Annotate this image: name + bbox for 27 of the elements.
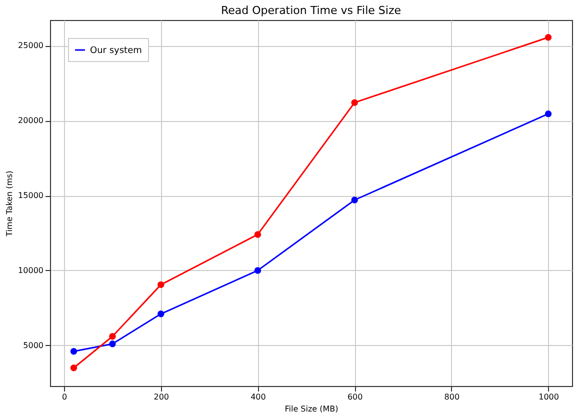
- y-tick-label: 25000: [18, 41, 44, 50]
- point: [158, 310, 164, 318]
- point: [351, 99, 358, 106]
- point: [70, 364, 78, 372]
- point: [70, 348, 78, 355]
- point: [544, 34, 552, 41]
- x-tick-label: 400: [250, 392, 266, 402]
- point: [109, 340, 116, 348]
- y-tick-label: 15000: [18, 191, 44, 200]
- point: [351, 196, 358, 204]
- x-tick-label: 0: [62, 392, 68, 402]
- point: [544, 110, 552, 118]
- x-tick-label: 600: [347, 392, 363, 402]
- y-tick-label: 20000: [18, 116, 44, 126]
- point: [254, 267, 262, 274]
- x-tick-label: 1000: [538, 392, 559, 402]
- x-axis-title: File Size (MB): [284, 404, 338, 414]
- x-tick-label: 800: [444, 392, 460, 402]
- y-tick-label: 5000: [23, 340, 44, 350]
- point: [158, 281, 164, 288]
- chart-title: Read Operation Time vs File Size: [220, 4, 402, 17]
- y-axis-title: Time Taken (ms): [5, 170, 14, 238]
- point: [254, 231, 262, 238]
- legend-label: Our system: [90, 46, 142, 56]
- y-tick-label: 10000: [18, 266, 44, 275]
- x-tick-label: 200: [154, 392, 170, 402]
- point: [109, 333, 116, 340]
